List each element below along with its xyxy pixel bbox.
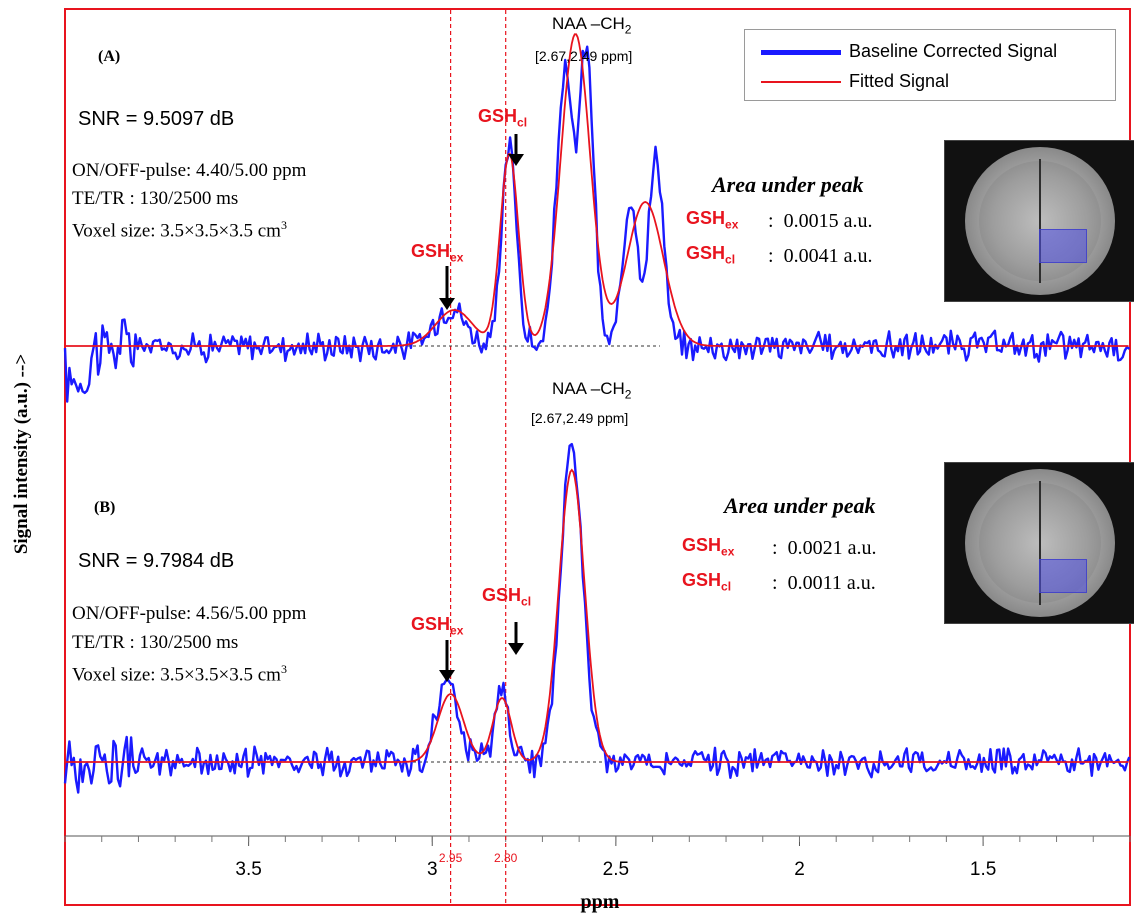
legend-swatch-fitted [761, 81, 841, 83]
panel-b-brain-image [944, 462, 1134, 624]
panel-b-area-row-ex-text: GSH [682, 535, 722, 555]
x-tick-label: 1.5 [970, 859, 996, 880]
panel-a-area-cl-value-text: 0.0041 a.u. [783, 245, 873, 267]
panel-b-area-ex-value-text: 0.0021 a.u. [787, 537, 877, 559]
x-tick-label: 2 [794, 859, 805, 880]
panel-a-naa-sub: 2 [624, 22, 632, 37]
legend-entry-baseline: Baseline Corrected Signal [761, 41, 1111, 62]
panel-b-area-row-ex-name: GSHex [682, 535, 734, 559]
panel-b-param-pulse: ON/OFF-pulse: 4.56/5.00 ppm [72, 603, 307, 624]
panel-a-area-ex-value-text: 0.0015 a.u. [783, 210, 873, 232]
panel-b-gsh-ex-sub: ex [450, 623, 464, 638]
panel-b-area-row-ex-value: : 0.0021 a.u. [772, 537, 877, 559]
panel-a-area-row-ex-text: GSH [686, 208, 726, 228]
panel-a-area-row-cl-value: : 0.0041 a.u. [768, 245, 873, 267]
panel-b-naa-text: NAA –CH [552, 379, 625, 398]
panel-b-area-row-cl-sub: cl [721, 579, 732, 594]
plot-frame [64, 8, 1131, 906]
panel-a-param-pulse: ON/OFF-pulse: 4.40/5.00 ppm [72, 160, 307, 181]
legend-label-baseline: Baseline Corrected Signal [849, 41, 1058, 61]
panel-a-voxel-text: Voxel size: 3.5×3.5×3.5 cm [72, 220, 281, 242]
panel-b-naa-range: [2.67,2.49 ppm] [531, 410, 629, 426]
panel-a-area-row-cl-sub: cl [725, 252, 736, 267]
panel-b-traces [63, 442, 1131, 794]
y-axis-label: Signal intensity (a.u.) --> [11, 353, 32, 555]
panel-b-area-row-cl-value: : 0.0011 a.u. [772, 572, 876, 594]
x-axis-label: ppm [580, 891, 620, 913]
panel-b-area-row-cl-text: GSH [682, 570, 722, 590]
series-fitted [65, 33, 1129, 347]
legend-label-fitted: Fitted Signal [849, 71, 950, 91]
panel-a-arrow-gsh-cl-head [508, 154, 524, 166]
panel-b-snr: SNR = 9.7984 dB [78, 550, 235, 572]
panel-a-arrow-gsh-ex-head [439, 298, 455, 310]
panel-b-area-row-cl-name: GSHcl [682, 570, 731, 594]
panel-b-brain-fissure [1039, 481, 1041, 605]
panel-a-param-voxel: Voxel size: 3.5×3.5×3.5 cm3 [72, 218, 287, 242]
panel-a-area-row-ex-value: : 0.0015 a.u. [768, 210, 873, 232]
panel-a-gsh-ex-label: GSHex [411, 241, 463, 265]
legend-entry-fitted: Fitted Signal [761, 71, 1111, 92]
panel-a-gsh-cl-label: GSHcl [478, 106, 527, 130]
series-fitted [65, 468, 1129, 763]
panel-b-arrow-gsh-ex-head [439, 670, 455, 682]
reference-lines: 2.95 2.80 [439, 10, 518, 904]
panel-b-area-title: Area under peak [724, 493, 876, 518]
panel-a-gsh-cl-sub: cl [517, 115, 528, 130]
panel-a-area-title: Area under peak [712, 172, 864, 197]
reference-line-label: 2.95 [439, 851, 463, 865]
panel-b-label: (B) [94, 499, 116, 516]
panel-b-naa-label: NAA –CH2 [552, 379, 631, 401]
panel-a-param-tetr: TE/TR : 130/2500 ms [72, 188, 239, 209]
panel-a-area-row-cl-text: GSH [686, 243, 726, 263]
panel-a-brain-image [944, 140, 1134, 302]
panel-a-area-row-cl-name: GSHcl [686, 243, 735, 267]
x-tick-label: 2.5 [603, 859, 629, 880]
panel-a-voxel-exp: 3 [280, 218, 287, 232]
panel-b-param-tetr: TE/TR : 130/2500 ms [72, 632, 239, 653]
reference-line-label: 2.80 [494, 851, 518, 865]
panel-b-gsh-cl-sub: cl [521, 594, 532, 609]
x-tick-label: 3.5 [235, 859, 261, 880]
panel-b-naa-sub: 2 [624, 387, 632, 402]
panel-b-voxel-exp: 3 [280, 662, 287, 676]
x-tick-label: 3 [427, 859, 438, 880]
panel-b-area-row-ex-sub: ex [721, 544, 735, 559]
panel-b-voxel-text: Voxel size: 3.5×3.5×3.5 cm [72, 664, 281, 686]
panel-a-label: (A) [98, 48, 121, 65]
panel-a-gsh-ex-text: GSH [411, 241, 451, 261]
panel-a-gsh-ex-sub: ex [450, 250, 464, 265]
panel-a-naa-range: [2.67,2.49 ppm] [535, 48, 633, 64]
panel-b-voxel-marker [1039, 559, 1087, 593]
panel-a-brain-fissure [1039, 159, 1041, 283]
panel-a-area-row-ex-sub: ex [725, 217, 739, 232]
legend: Baseline Corrected Signal Fitted Signal [744, 29, 1116, 101]
panel-b-param-voxel: Voxel size: 3.5×3.5×3.5 cm3 [72, 662, 287, 686]
panel-b-gsh-ex-label: GSHex [411, 614, 463, 638]
panel-a-traces [63, 33, 1131, 403]
panel-a-snr: SNR = 9.5097 dB [78, 108, 235, 130]
panel-b-gsh-cl-label: GSHcl [482, 585, 531, 609]
panel-b-gsh-ex-text: GSH [411, 614, 451, 634]
panel-b-arrow-gsh-cl-head [508, 643, 524, 655]
panel-b-gsh-cl-text: GSH [482, 585, 522, 605]
panel-a-area-row-ex-name: GSHex [686, 208, 738, 232]
panel-b-area-cl-value-text: 0.0011 a.u. [787, 572, 876, 594]
panel-a-voxel-marker [1039, 229, 1087, 263]
panel-a-naa-label: NAA –CH2 [552, 14, 631, 36]
legend-swatch-baseline [761, 50, 841, 55]
panel-a-naa-text: NAA –CH [552, 14, 625, 33]
panel-a-gsh-cl-text: GSH [478, 106, 518, 126]
x-axis: 3.5 3 2.5 2 1.5 [64, 836, 1131, 880]
